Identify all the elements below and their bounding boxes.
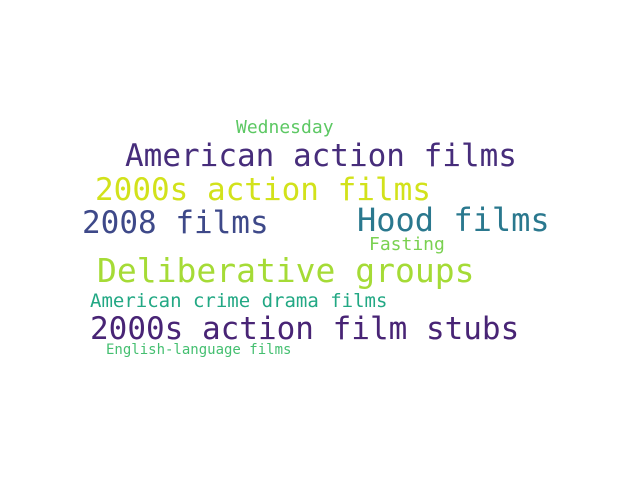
word-deliberative-groups: Deliberative groups xyxy=(97,251,475,290)
word-wednesday: Wednesday xyxy=(236,117,334,138)
word-american-action-films: American action films xyxy=(125,138,517,174)
word-2000s-action-films: 2000s action films xyxy=(95,172,431,208)
word-english-language-films: English-language films xyxy=(106,342,292,358)
word-2008-films: 2008 films xyxy=(82,205,269,241)
word-fasting: Fasting xyxy=(369,234,445,255)
word-2000s-action-film-stubs: 2000s action film stubs xyxy=(90,311,520,347)
word-hood-films: Hood films xyxy=(357,201,550,239)
word-american-crime-drama-films: American crime drama films xyxy=(90,290,388,312)
